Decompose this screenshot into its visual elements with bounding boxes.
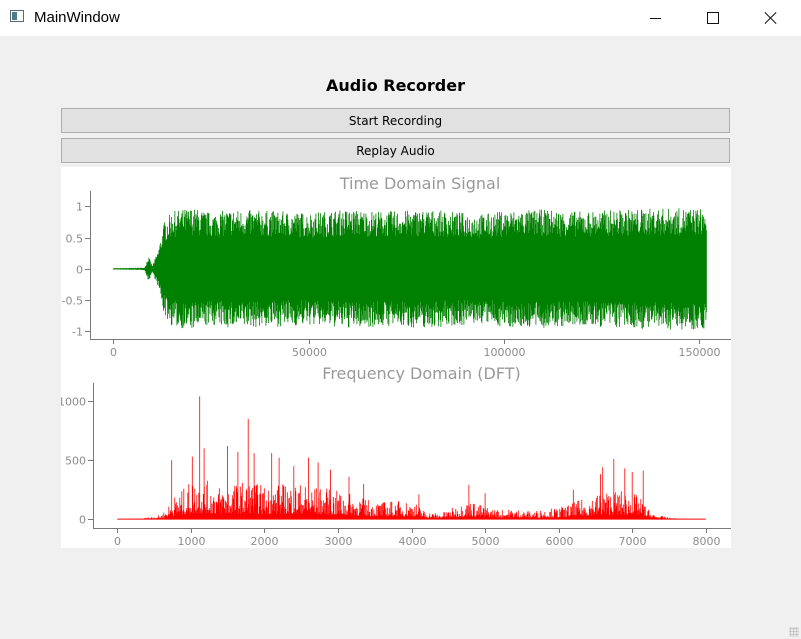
frequency-domain-chart: Frequency Domain (DFT) 0 1000 2000 3000 4000 5… [61, 364, 731, 548]
x-tick-label: 0 [110, 346, 117, 359]
time-domain-chart: Time Domain Signal 0 50000 100000 150000 1 0.5… [62, 174, 731, 359]
x-tick-label: 7000 [619, 535, 647, 548]
x-tick-label: 2000 [251, 535, 279, 548]
page-title: Audio Recorder [325, 76, 465, 95]
y-tick-label: 0.5 [66, 233, 84, 246]
x-tick-label: 3000 [325, 535, 353, 548]
x-tick-label: 1000 [178, 535, 206, 548]
replay-audio-button[interactable]: Replay Audio [61, 138, 730, 163]
resize-grip[interactable] [789, 627, 799, 637]
y-tick-label: -0.5 [62, 295, 83, 308]
y-tick-label: 1 [76, 201, 83, 214]
plot-area: Time Domain Signal 0 50000 100000 150000 1 0.5… [61, 167, 731, 548]
minimize-icon [649, 17, 661, 19]
y-tick-label: 500 [65, 455, 86, 468]
app-window-icon [10, 10, 24, 22]
y-tick-label: 0 [76, 264, 83, 277]
x-tick-label: 50000 [292, 346, 327, 359]
series-spectrum [117, 396, 706, 520]
window-title: MainWindow [34, 9, 120, 26]
x-tick-label: 0 [114, 535, 121, 548]
chart-title: Frequency Domain (DFT) [322, 364, 520, 383]
close-button[interactable] [742, 0, 800, 36]
x-tick-label: 6000 [546, 535, 574, 548]
chart-title: Time Domain Signal [339, 174, 501, 193]
x-tick-label: 4000 [399, 535, 427, 548]
x-tick-label: 100000 [484, 346, 526, 359]
maximize-button[interactable] [684, 0, 742, 36]
series-signal [113, 208, 707, 330]
minimize-button[interactable] [626, 0, 684, 36]
x-tick-label: 150000 [679, 346, 721, 359]
title-bar: MainWindow [0, 0, 801, 36]
y-tick-label: 1000 [61, 396, 86, 409]
close-icon [764, 11, 778, 25]
maximize-icon [707, 12, 719, 24]
start-recording-button[interactable]: Start Recording [61, 108, 730, 133]
y-tick-label: -1 [72, 326, 83, 339]
x-tick-label: 8000 [693, 535, 721, 548]
y-tick-label: 0 [79, 514, 86, 527]
x-tick-label: 5000 [472, 535, 500, 548]
